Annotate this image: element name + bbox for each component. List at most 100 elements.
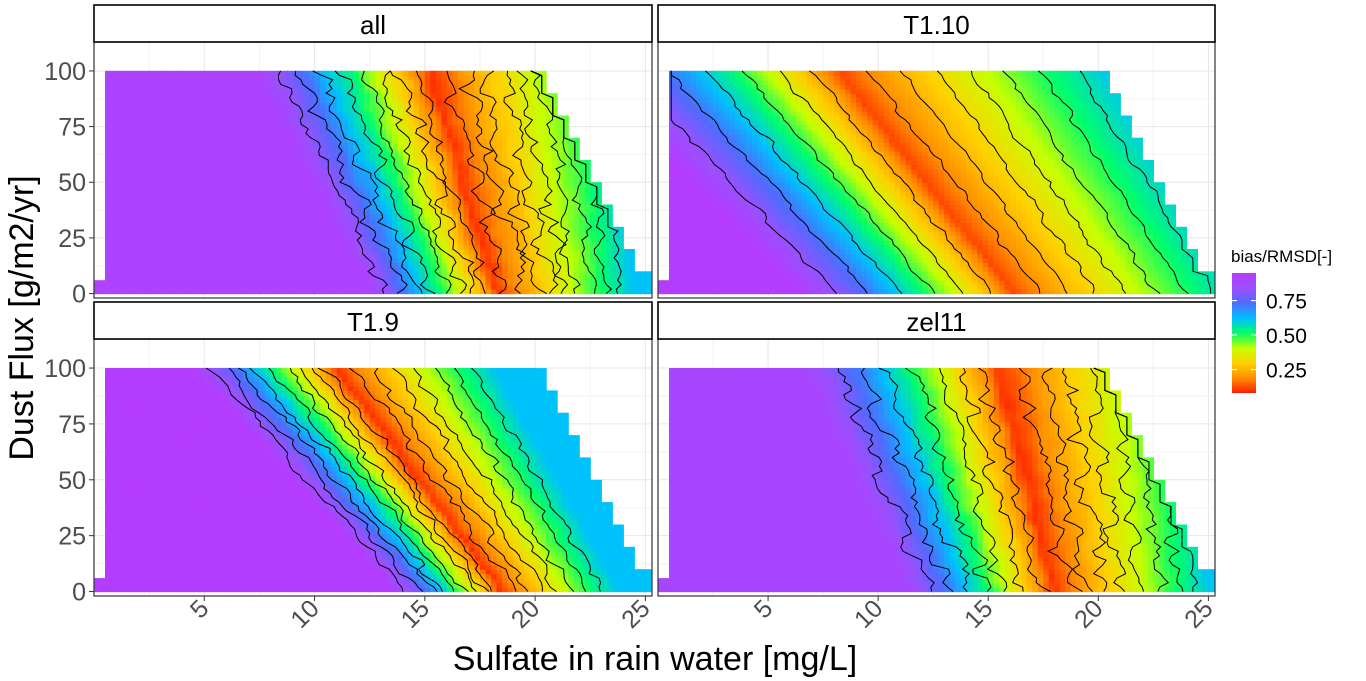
heat-tile	[315, 75, 321, 80]
heat-tile	[188, 84, 194, 89]
heat-tile	[293, 160, 299, 165]
heat-tile	[116, 222, 122, 227]
heat-tile	[497, 75, 503, 80]
heat-tile	[182, 196, 188, 201]
heat-tile	[199, 142, 205, 147]
heat-tile	[138, 71, 144, 76]
heat-tile	[1170, 289, 1176, 294]
heat-tile	[177, 142, 183, 147]
heat-tile	[304, 71, 310, 76]
heat-tile	[337, 222, 343, 227]
heat-tile	[155, 285, 161, 290]
heat-tile	[359, 249, 365, 254]
heat-tile	[282, 222, 288, 227]
heat-tile	[906, 289, 912, 294]
heat-tile	[530, 102, 536, 107]
heat-tile	[204, 129, 210, 134]
heat-tile	[337, 205, 343, 210]
heat-tile	[282, 196, 288, 201]
heat-tile	[342, 84, 348, 89]
heat-tile	[535, 276, 541, 281]
heat-tile	[552, 245, 558, 250]
heat-tile	[353, 200, 359, 205]
heat-tile	[353, 71, 359, 76]
heat-tile	[425, 249, 431, 254]
heat-tile	[475, 107, 481, 112]
heat-tile	[1065, 280, 1071, 285]
heat-tile	[149, 191, 155, 196]
heat-tile	[425, 80, 431, 85]
heat-tile	[182, 98, 188, 103]
heat-tile	[541, 129, 547, 134]
heat-tile	[166, 160, 172, 165]
heat-tile	[574, 222, 580, 227]
heat-tile	[226, 116, 232, 121]
heat-tile	[315, 133, 321, 138]
heat-tile	[243, 138, 249, 143]
heat-tile	[403, 120, 409, 125]
heat-tile	[144, 187, 150, 192]
heat-tile	[607, 262, 613, 267]
heat-tile	[375, 80, 381, 85]
heat-tile	[348, 116, 354, 121]
heat-tile	[458, 142, 464, 147]
heat-tile	[149, 200, 155, 205]
heat-tile	[122, 258, 128, 263]
heat-tile	[304, 205, 310, 210]
heat-tile	[552, 173, 558, 178]
heat-tile	[491, 276, 497, 281]
heat-tile	[144, 138, 150, 143]
heat-tile	[149, 187, 155, 192]
heat-tile	[270, 218, 276, 223]
heat-tile	[419, 111, 425, 116]
heat-tile	[177, 271, 183, 276]
heat-tile	[320, 191, 326, 196]
heat-tile	[127, 89, 133, 94]
heat-tile	[634, 271, 640, 276]
heat-tile	[353, 245, 359, 250]
heat-tile	[160, 116, 166, 121]
heat-tile	[447, 245, 453, 250]
heat-tile	[447, 124, 453, 129]
heat-tile	[436, 280, 442, 285]
heat-tile	[1005, 280, 1011, 285]
heat-tile	[425, 71, 431, 72]
heat-tile	[414, 191, 420, 196]
heat-tile	[122, 267, 128, 272]
heat-tile	[122, 169, 128, 174]
heat-tile	[304, 240, 310, 245]
heat-tile	[160, 254, 166, 259]
heat-tile	[232, 111, 238, 116]
heat-tile	[513, 222, 519, 227]
heat-tile	[293, 120, 299, 125]
heat-tile	[243, 75, 249, 80]
heat-tile	[298, 178, 304, 183]
heat-tile	[155, 231, 161, 236]
heat-tile	[133, 258, 139, 263]
heat-tile	[166, 222, 172, 227]
heat-tile	[386, 116, 392, 121]
heat-tile	[386, 209, 392, 214]
heat-tile	[386, 120, 392, 125]
heat-tile	[546, 267, 552, 272]
heat-tile	[884, 285, 890, 290]
heat-tile	[337, 209, 343, 214]
heat-tile	[133, 84, 139, 89]
heat-tile	[779, 276, 785, 281]
heat-tile	[287, 151, 293, 156]
heat-tile	[1071, 289, 1077, 294]
heat-tile	[122, 129, 128, 134]
heat-tile	[215, 116, 221, 121]
heat-tile	[287, 191, 293, 196]
heat-tile	[254, 71, 260, 76]
heat-tile	[513, 129, 519, 134]
heat-tile	[188, 98, 194, 103]
heat-tile	[1153, 276, 1159, 281]
heat-tile	[276, 280, 282, 285]
heat-tile	[331, 169, 337, 174]
heat-tile	[486, 84, 492, 89]
heat-tile	[215, 71, 221, 76]
heat-tile	[353, 156, 359, 161]
heat-tile	[326, 245, 332, 250]
heat-tile	[160, 71, 166, 72]
